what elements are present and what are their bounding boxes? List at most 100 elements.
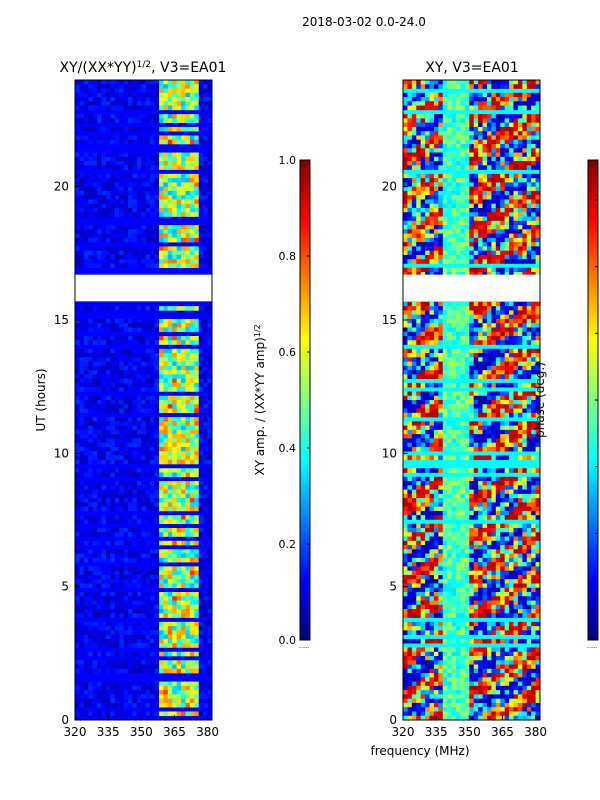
heatmap-cell [203, 161, 208, 166]
heatmap-cell [154, 579, 160, 584]
heatmap-cell [189, 139, 195, 145]
heatmap-cell [469, 122, 475, 128]
heatmap-cell [176, 596, 182, 601]
heatmap-cell [500, 190, 506, 196]
heatmap-cell [110, 152, 116, 158]
heatmap-cell [163, 378, 169, 384]
heatmap-cell [132, 698, 138, 704]
heatmap-cell [181, 596, 186, 601]
heatmap-cell [176, 621, 182, 627]
heatmap-cell [163, 408, 169, 414]
heatmap-cell [105, 161, 111, 166]
heatmap-cell [97, 660, 102, 665]
heatmap-cell [207, 203, 213, 209]
heatmap-cell [198, 80, 204, 85]
heatmap-cell [128, 651, 133, 657]
heatmap-cell [189, 609, 195, 614]
heatmap-cell [79, 246, 85, 251]
heatmap-cell [451, 203, 457, 209]
heatmap-cell [176, 353, 182, 358]
heatmap-cell [154, 515, 160, 520]
heatmap-cell [92, 519, 98, 525]
heatmap-cell [491, 101, 497, 106]
heatmap-cell [92, 97, 98, 102]
heatmap-cell [486, 310, 492, 315]
heatmap-cell [198, 630, 204, 635]
heatmap-cell [203, 434, 208, 439]
heatmap-cell [150, 434, 155, 439]
heatmap-cell [495, 195, 501, 200]
heatmap-cell [163, 263, 169, 269]
heatmap-cell [128, 638, 133, 644]
heatmap-cell [97, 365, 102, 371]
heatmap-cell [185, 481, 191, 486]
heatmap-cell [105, 446, 111, 452]
heatmap-cell [176, 139, 182, 145]
heatmap-cell [185, 126, 191, 132]
heatmap-cell [83, 97, 89, 102]
heatmap-cell [203, 583, 208, 589]
heatmap-cell [136, 225, 142, 230]
heatmap-cell [172, 468, 178, 473]
heatmap-cell [101, 498, 107, 503]
heatmap-cell [97, 92, 102, 98]
heatmap-cell [123, 694, 129, 699]
amplitude-title: XY/(XX*YY)1/2, V3=EA01 [60, 60, 227, 76]
heatmap-cell [119, 557, 125, 563]
heatmap-cell [429, 144, 435, 149]
heatmap-cell [176, 195, 182, 200]
heatmap-cell [491, 148, 497, 153]
heatmap-cell [167, 229, 173, 234]
heatmap-cell [141, 468, 147, 473]
heatmap-cell [189, 353, 195, 358]
heatmap-cell [451, 92, 457, 98]
heatmap-cell [92, 92, 98, 98]
heatmap-cell [79, 626, 85, 631]
heatmap-cell [429, 148, 435, 153]
heatmap-cell [150, 694, 155, 699]
heatmap-cell [513, 195, 519, 200]
heatmap-cell [110, 114, 116, 119]
heatmap-cell [119, 583, 125, 589]
heatmap-cell [136, 178, 142, 183]
heatmap-cell [150, 472, 155, 478]
heatmap-cell [101, 382, 107, 388]
heatmap-cell [442, 323, 448, 328]
heatmap-cell [198, 152, 204, 158]
heatmap-cell [509, 195, 514, 200]
heatmap-cell [114, 97, 120, 102]
heatmap-cell [92, 246, 98, 251]
heatmap-cell [172, 574, 178, 580]
heatmap-cell [167, 515, 173, 520]
heatmap-cell [456, 259, 461, 264]
heatmap-cell [473, 161, 479, 166]
heatmap-cell [425, 139, 430, 145]
heatmap-cell [141, 400, 147, 405]
heatmap-cell [101, 540, 107, 546]
heatmap-cell [478, 152, 483, 158]
heatmap-cell [172, 596, 178, 601]
heatmap-cell [203, 630, 208, 635]
heatmap-cell [438, 165, 444, 170]
heatmap-cell [504, 323, 510, 328]
heatmap-cell [181, 446, 186, 452]
heatmap-cell [194, 600, 200, 606]
heatmap-cell [128, 195, 133, 200]
heatmap-cell [119, 382, 125, 388]
heatmap-cell [123, 340, 129, 345]
heatmap-cell [154, 361, 160, 367]
heatmap-cell [167, 702, 173, 708]
heatmap-cell [145, 434, 151, 439]
heatmap-cell [132, 114, 138, 119]
heatmap-cell [509, 161, 514, 166]
heatmap-cell [478, 186, 483, 192]
heatmap-cell [194, 126, 200, 132]
heatmap-cell [79, 515, 85, 520]
heatmap-cell [110, 387, 116, 392]
heatmap-cell [500, 126, 506, 132]
heatmap-cell [83, 609, 89, 614]
heatmap-cell [79, 254, 85, 260]
heatmap-cell [535, 126, 541, 132]
heatmap-cell [79, 378, 85, 384]
heatmap-cell [207, 246, 213, 251]
